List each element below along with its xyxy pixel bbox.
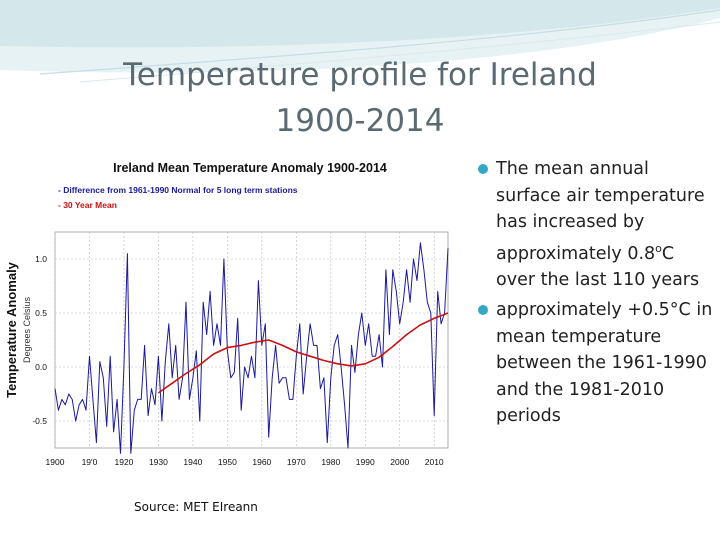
bullet-text-after: C over the last 110 years <box>496 243 700 290</box>
y-tick-label: 1.0 <box>35 254 47 264</box>
bullet-dot-icon <box>478 164 488 174</box>
bullet-text: The mean annual surface air temperature … <box>496 159 705 264</box>
temperature-anomaly-chart: Ireland Mean Temperature Anomaly 1900-20… <box>0 148 468 478</box>
x-tick-label: 1920 <box>114 457 133 467</box>
y-axis-sublabel: Degrees Celsius <box>22 296 32 363</box>
bullet-dot-icon <box>478 305 488 316</box>
bullet-item-warming-trend: The mean annual surface air temperature … <box>478 156 714 293</box>
y-tick-label: 0.0 <box>35 362 47 372</box>
series-line-30-year-mean <box>157 312 449 394</box>
y-tick-label: -0.5 <box>32 416 47 426</box>
bullet-text: approximately +0.5°C in mean temperature… <box>496 300 713 427</box>
x-tick-label: 1990 <box>356 457 375 467</box>
chart-title: Ireland Mean Temperature Anomaly 1900-20… <box>113 161 387 175</box>
slide-title: Temperature profile for Ireland 1900-201… <box>0 52 720 144</box>
degree-superscript: o <box>655 241 662 255</box>
x-tick-label: 1980 <box>321 457 340 467</box>
x-tick-label: 1960 <box>252 457 271 467</box>
x-tick-label: 1900 <box>46 457 65 467</box>
x-tick-label: 1950 <box>218 457 237 467</box>
bullet-list: The mean annual surface air temperature … <box>478 156 714 434</box>
slide-title-line2: 1900-2014 <box>275 103 445 139</box>
x-tick-label: 19'0 <box>82 457 98 467</box>
x-tick-label: 1970 <box>287 457 306 467</box>
y-axis-label: Temperature Anomaly <box>4 261 19 398</box>
x-tick-label: 1930 <box>149 457 168 467</box>
legend-entry-anomaly: - Difference from 1961-1990 Normal for 5… <box>58 185 298 195</box>
x-tick-label: 2000 <box>390 457 409 467</box>
slide-title-line1: Temperature profile for Ireland <box>123 57 597 93</box>
source-note: Source: MET EIreann <box>134 500 258 514</box>
legend-entry-30-year-mean: - 30 Year Mean <box>58 200 117 210</box>
series-line-anomaly <box>54 242 449 454</box>
x-tick-label: 2010 <box>425 457 444 467</box>
bullet-item-period-comparison: approximately +0.5°C in mean temperature… <box>478 297 714 430</box>
title-decoration-swoosh <box>0 0 720 83</box>
x-tick-label: 1940 <box>183 457 202 467</box>
y-tick-label: 0.5 <box>35 308 47 318</box>
